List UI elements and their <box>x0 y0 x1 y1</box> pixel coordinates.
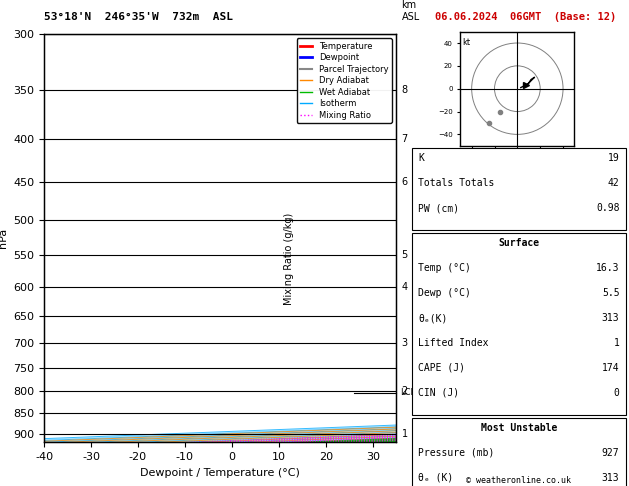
Y-axis label: hPa: hPa <box>0 228 8 248</box>
Text: LCL: LCL <box>400 388 415 397</box>
Bar <box>412 418 626 486</box>
Text: θₑ(K): θₑ(K) <box>418 313 448 323</box>
Text: 2: 2 <box>401 386 408 397</box>
Text: θₑ (K): θₑ (K) <box>418 473 454 483</box>
Text: 8: 8 <box>401 85 408 95</box>
Text: 6: 6 <box>401 177 408 187</box>
Text: 174: 174 <box>602 363 620 373</box>
Text: © weatheronline.co.uk: © weatheronline.co.uk <box>467 475 571 485</box>
Text: Temp (°C): Temp (°C) <box>418 263 471 273</box>
Text: 5: 5 <box>401 250 408 260</box>
Text: 1: 1 <box>613 338 620 348</box>
Text: 06.06.2024  06GMT  (Base: 12): 06.06.2024 06GMT (Base: 12) <box>435 12 616 22</box>
Text: 313: 313 <box>602 313 620 323</box>
Text: kt: kt <box>462 38 470 48</box>
Bar <box>412 148 626 230</box>
Text: Pressure (mb): Pressure (mb) <box>418 448 495 458</box>
X-axis label: Dewpoint / Temperature (°C): Dewpoint / Temperature (°C) <box>140 468 300 478</box>
Text: 3: 3 <box>401 338 408 347</box>
Text: K: K <box>418 153 425 163</box>
Text: 19: 19 <box>608 153 620 163</box>
Text: 42: 42 <box>608 178 620 188</box>
Text: km
ASL: km ASL <box>401 0 420 22</box>
Legend: Temperature, Dewpoint, Parcel Trajectory, Dry Adiabat, Wet Adiabat, Isotherm, Mi: Temperature, Dewpoint, Parcel Trajectory… <box>297 38 392 123</box>
Text: 0.98: 0.98 <box>596 203 620 213</box>
Text: Mixing Ratio (g/kg): Mixing Ratio (g/kg) <box>284 212 294 305</box>
Text: 0: 0 <box>613 388 620 398</box>
Text: 313: 313 <box>602 473 620 483</box>
Text: Most Unstable: Most Unstable <box>481 423 557 433</box>
Text: CIN (J): CIN (J) <box>418 388 460 398</box>
Text: 5.5: 5.5 <box>602 288 620 298</box>
Text: 16.3: 16.3 <box>596 263 620 273</box>
Text: PW (cm): PW (cm) <box>418 203 460 213</box>
Text: 1: 1 <box>401 429 408 439</box>
Text: 4: 4 <box>401 281 408 292</box>
Text: Lifted Index: Lifted Index <box>418 338 489 348</box>
Text: Dewp (°C): Dewp (°C) <box>418 288 471 298</box>
Text: Surface: Surface <box>498 238 540 248</box>
Text: Totals Totals: Totals Totals <box>418 178 495 188</box>
Text: 53°18'N  246°35'W  732m  ASL: 53°18'N 246°35'W 732m ASL <box>44 12 233 22</box>
Text: CAPE (J): CAPE (J) <box>418 363 465 373</box>
Text: 927: 927 <box>602 448 620 458</box>
Bar <box>412 233 626 415</box>
Text: 7: 7 <box>401 134 408 144</box>
